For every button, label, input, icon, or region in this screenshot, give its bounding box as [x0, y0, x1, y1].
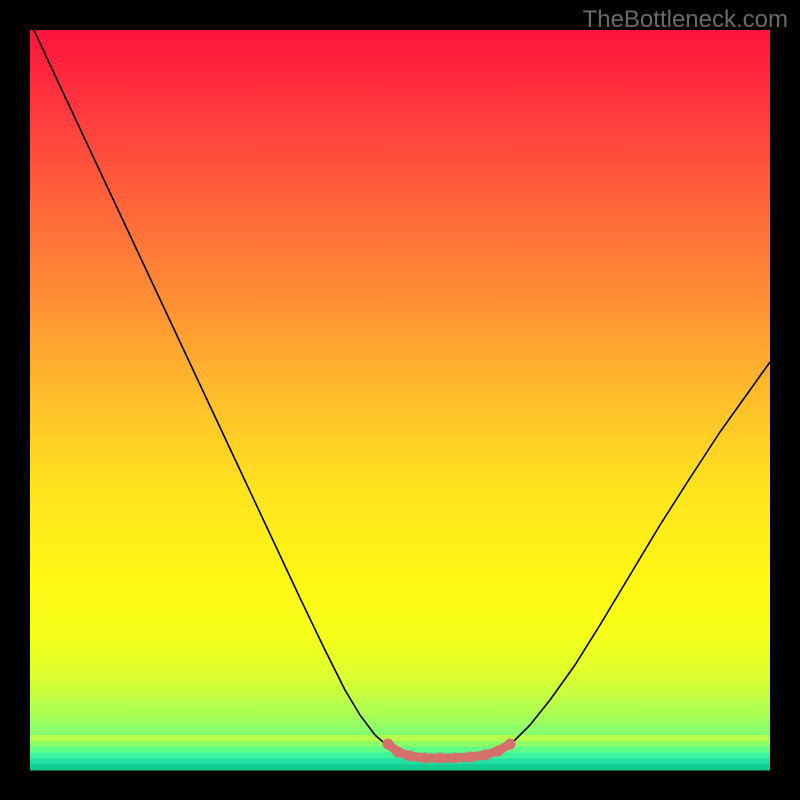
bottleneck-chart — [0, 0, 800, 800]
watermark-text: TheBottleneck.com — [583, 6, 788, 34]
optimal-range-dot — [420, 753, 431, 764]
optimal-range-dot — [450, 753, 461, 764]
chart-container: TheBottleneck.com — [0, 0, 800, 800]
optimal-range-dot — [465, 752, 476, 763]
optimal-range-dot — [480, 750, 491, 761]
optimal-range-dot — [383, 739, 394, 750]
optimal-range-dot — [493, 746, 504, 757]
optimal-range-dot — [505, 739, 516, 750]
optimal-range-dot — [405, 751, 416, 762]
optimal-range-dot — [393, 747, 404, 758]
optimal-range-dot — [435, 753, 446, 764]
